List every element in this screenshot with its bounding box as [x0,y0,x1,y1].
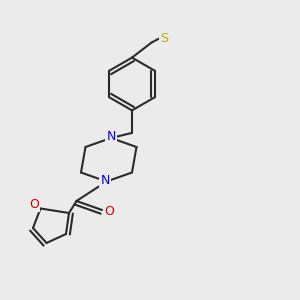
Text: N: N [106,130,116,143]
Text: S: S [160,32,168,45]
Text: O: O [105,205,114,218]
Text: N: N [100,174,110,187]
Text: O: O [30,198,39,212]
Text: S: S [160,32,168,45]
